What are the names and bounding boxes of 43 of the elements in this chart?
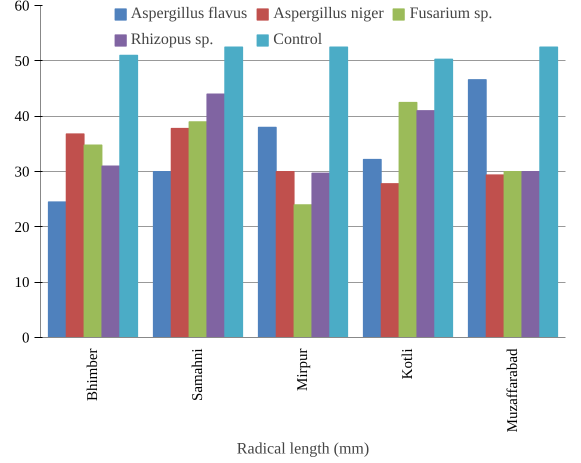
y-tick-label: 10: [14, 275, 30, 292]
bar: [486, 174, 505, 338]
x-tick-label: Mirpur: [295, 348, 311, 391]
legend-label: Aspergillus flavus: [130, 5, 248, 23]
bar: [329, 46, 348, 338]
bar: [504, 171, 522, 338]
bar: [206, 94, 226, 338]
x-tick-label: Samahni: [190, 348, 206, 401]
x-tick-label: Kotli: [400, 348, 416, 380]
bar: [468, 79, 487, 338]
legend-label: Fusarium sp.: [410, 5, 492, 23]
bar: [521, 171, 540, 338]
y-tick-label: 30: [14, 164, 30, 180]
y-tick-label: 50: [14, 54, 30, 70]
legend-label: Aspergillus niger: [273, 5, 384, 23]
bar: [398, 102, 418, 338]
bar: [258, 126, 277, 338]
bar: [170, 128, 190, 338]
y-tick-label: 0: [22, 330, 30, 346]
bar: [119, 54, 138, 338]
x-tick-label: Muzaffarabad: [505, 348, 521, 432]
bar: [276, 171, 295, 338]
bar: [539, 46, 558, 338]
legend-label: Control: [273, 31, 322, 49]
legend-label: Rhizopus sp.: [130, 31, 214, 49]
y-tick-label: 20: [14, 220, 30, 236]
bar: [311, 172, 330, 338]
bar: [84, 144, 102, 338]
bar: [224, 46, 244, 338]
bar: [362, 158, 382, 338]
bar: [294, 204, 312, 338]
bar: [101, 165, 120, 338]
y-tick-label: 60: [14, 0, 30, 14]
x-tick-label: Bhimber: [85, 348, 101, 401]
bar: [152, 171, 172, 338]
bar: [66, 133, 85, 338]
bar: [434, 58, 454, 338]
y-tick-label: 40: [14, 109, 30, 126]
bar: [416, 110, 436, 338]
bar: [380, 183, 400, 338]
bar: [48, 201, 67, 338]
bar: [188, 121, 208, 338]
x-axis-title: Radical length (mm): [236, 440, 370, 458]
